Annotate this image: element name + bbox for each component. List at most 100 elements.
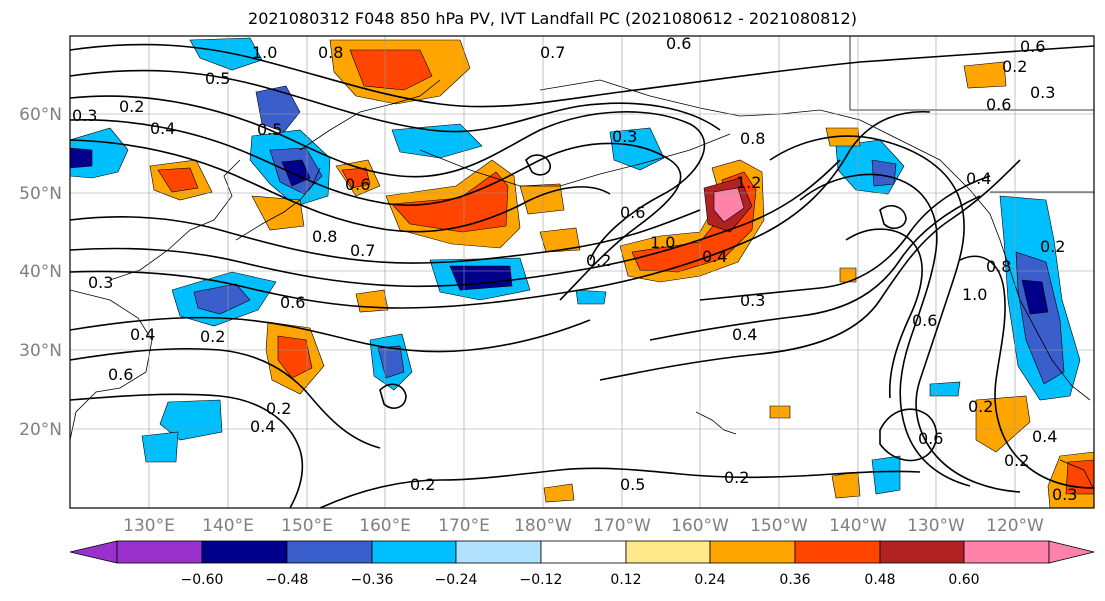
colorbar xyxy=(69,540,1095,564)
contour-label: 1.2 xyxy=(736,173,761,192)
contour-label: 0.4 xyxy=(250,417,275,436)
contour-label: 0.4 xyxy=(702,247,727,266)
colorbar-segment xyxy=(540,540,627,564)
lon-tick-label: 150°E xyxy=(281,516,333,536)
colorbar-tick-label: 0.24 xyxy=(694,572,725,588)
shade-pos-mid3 xyxy=(539,227,581,253)
contour-label: 0.3 xyxy=(88,273,113,292)
lon-axis: 130°E 140°E 150°E 160°E 170°E 180°W 170°… xyxy=(123,516,1044,536)
contour-15 xyxy=(699,175,991,301)
contour-label: 0.4 xyxy=(732,325,757,344)
shade-pos-s2-core xyxy=(1065,459,1094,495)
contour-23 xyxy=(379,383,407,409)
colorbar-tick-label: −0.24 xyxy=(435,572,478,588)
shade-neg-h xyxy=(609,127,665,171)
lat-tick-label: 60°N xyxy=(19,105,62,125)
contour-14 xyxy=(649,195,981,341)
canada-border-a xyxy=(849,36,1094,111)
lat-tick-label: 30°N xyxy=(19,341,62,361)
shade-pos-w xyxy=(769,405,791,419)
contour-label: 0.6 xyxy=(1020,37,1045,56)
map-title: 2021080312 F048 850 hPa PV, IVT Landfall… xyxy=(248,9,857,28)
contour-label: 0.2 xyxy=(200,327,225,346)
shade-pos-t xyxy=(831,471,861,499)
contour-label: 0.6 xyxy=(620,203,645,222)
colorbar-ticks: −0.60 −0.48 −0.36 −0.24 −0.12 0.12 0.24 … xyxy=(181,572,980,588)
contour-label: 0.2 xyxy=(968,397,993,416)
colorbar-segment xyxy=(963,540,1050,564)
contour-label: 0.6 xyxy=(918,429,943,448)
lat-tick-label: 20°N xyxy=(19,420,62,440)
coast-alaska xyxy=(539,79,1001,241)
coast-na-west xyxy=(999,239,1091,401)
colorbar-tick-label: 0.60 xyxy=(948,572,979,588)
contour-label: 1.0 xyxy=(650,233,675,252)
shade-pos-s xyxy=(355,289,389,313)
shade-neg-g2 xyxy=(141,431,179,463)
contour-label: 0.2 xyxy=(1002,57,1027,76)
contour-8 xyxy=(70,110,931,309)
contour-label: 0.7 xyxy=(540,43,565,62)
shade-pos-v xyxy=(839,267,857,283)
contour-labels: 0.3 0.2 0.4 0.5 1.0 0.8 0.5 0.7 0.6 0.3 … xyxy=(72,34,1077,504)
lat-tick-label: 50°N xyxy=(19,184,62,204)
contour-label: 0.2 xyxy=(724,468,749,487)
contour-18 xyxy=(845,228,923,399)
colorbar-segment xyxy=(625,540,711,564)
shade-pos-x xyxy=(543,483,575,503)
colorbar-segment xyxy=(286,540,373,564)
contours xyxy=(70,43,1094,508)
shade-neg-japan-dark xyxy=(281,159,311,187)
lon-tick-label: 160°E xyxy=(359,516,411,536)
shade-pos-w3 xyxy=(251,195,305,231)
shade-pos-p-core xyxy=(277,335,313,379)
contour-2 xyxy=(70,69,721,133)
shade-pos-r xyxy=(975,395,1031,453)
contour-label: 0.6 xyxy=(108,365,133,384)
contour-label: 0.4 xyxy=(150,119,175,138)
contour-5 xyxy=(70,139,611,233)
contour-label: 0.5 xyxy=(257,120,282,139)
shade-neg-d-core xyxy=(193,283,251,315)
contour-label: 0.5 xyxy=(620,475,645,494)
contour-label: 0.3 xyxy=(72,106,97,125)
colorbar-segment xyxy=(116,540,203,564)
contour-label: 0.2 xyxy=(1004,451,1029,470)
contour-label: 0.8 xyxy=(740,129,765,148)
contour-label: 0.4 xyxy=(1032,427,1057,446)
lon-tick-label: 140°E xyxy=(202,516,254,536)
lon-tick-label: 170°W xyxy=(593,516,651,536)
contour-21 xyxy=(525,154,551,176)
contour-label: 0.6 xyxy=(666,34,691,53)
shade-neg-e-core xyxy=(377,345,405,379)
lon-tick-label: 140°W xyxy=(829,516,887,536)
lon-tick-label: 120°W xyxy=(986,516,1044,536)
map-frame xyxy=(69,35,1095,509)
colorbar-tick-label: −0.36 xyxy=(351,572,394,588)
contour-4 xyxy=(70,118,682,301)
shade-neg-b xyxy=(255,85,301,133)
colorbar-tick-label: −0.48 xyxy=(266,572,309,588)
contour-6 xyxy=(70,209,701,264)
lon-tick-label: 150°W xyxy=(750,516,808,536)
contour-label: 0.6 xyxy=(280,293,305,312)
coastlines xyxy=(70,36,1094,491)
lat-tick-label: 40°N xyxy=(19,262,62,282)
shade-neg-k xyxy=(929,381,961,397)
contour-label: 0.2 xyxy=(410,475,435,494)
shade-pos-north-core xyxy=(349,49,433,91)
colorbar-tick-label: −0.12 xyxy=(520,572,563,588)
contour-label: 0.6 xyxy=(912,311,937,330)
colorbar-extend-min xyxy=(69,540,118,564)
lon-tick-label: 130°E xyxy=(123,516,175,536)
shade-pos-u xyxy=(963,61,1007,89)
contour-label: 0.8 xyxy=(318,43,343,62)
contour-label: 0.2 xyxy=(266,399,291,418)
contour-label: 0.3 xyxy=(1030,83,1055,102)
colorbar-segment xyxy=(201,540,288,564)
colorbar-segment xyxy=(371,540,457,564)
colorbar-segment xyxy=(709,540,796,564)
colorbar-tick-label: 0.48 xyxy=(864,572,895,588)
contour-19 xyxy=(959,255,1094,489)
